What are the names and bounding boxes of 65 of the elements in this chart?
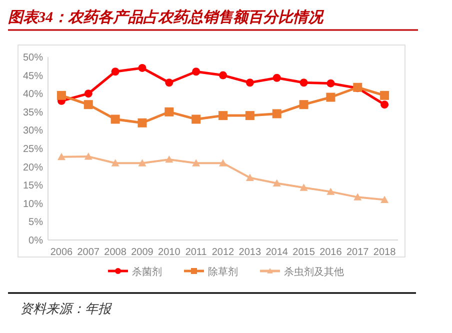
y-tick-label: 30% bbox=[22, 126, 44, 137]
y-tick-label: 40% bbox=[22, 89, 44, 100]
x-tick-label: 2010 bbox=[158, 247, 181, 258]
point bbox=[326, 79, 335, 88]
x-tick-label: 2013 bbox=[238, 247, 262, 258]
x-tick-label: 2015 bbox=[292, 247, 316, 258]
y-tick-label: 50% bbox=[22, 52, 44, 64]
y-tick-label: 20% bbox=[22, 162, 44, 174]
x-tick-label: 2006 bbox=[50, 247, 74, 258]
y-tick-label: 10% bbox=[22, 198, 44, 210]
point bbox=[138, 118, 147, 128]
legend-label: 除草剂 bbox=[208, 266, 238, 278]
point bbox=[111, 159, 120, 166]
legend-label: 杀虫剂及其他 bbox=[284, 266, 344, 278]
x-tick-label: 2008 bbox=[104, 247, 127, 258]
point bbox=[299, 100, 308, 110]
point bbox=[380, 100, 389, 109]
text: 资料来源：年报 bbox=[20, 301, 113, 316]
point bbox=[138, 64, 146, 72]
point bbox=[84, 100, 93, 110]
point bbox=[84, 90, 92, 98]
point bbox=[218, 111, 228, 120]
chart-title: 图表34：农药各产品占农药总销售额百分比情况 bbox=[8, 8, 325, 26]
point bbox=[192, 68, 200, 76]
point bbox=[380, 90, 390, 100]
y-tick-label: 25% bbox=[22, 144, 44, 155]
x-tick-label: 2007 bbox=[77, 247, 100, 258]
x-tick-label: 2011 bbox=[185, 247, 208, 258]
point bbox=[192, 159, 200, 166]
x-tick-label: 2016 bbox=[320, 247, 342, 258]
point bbox=[326, 92, 336, 102]
point bbox=[300, 184, 308, 191]
point bbox=[111, 68, 120, 76]
point bbox=[192, 114, 201, 124]
point bbox=[165, 155, 174, 163]
point bbox=[354, 193, 362, 200]
point bbox=[110, 114, 120, 124]
x-tick-label: 2009 bbox=[131, 247, 154, 258]
x-tick-label: 2017 bbox=[346, 247, 370, 258]
x-tick-label: 2014 bbox=[266, 247, 288, 258]
point bbox=[165, 78, 174, 87]
point bbox=[300, 78, 308, 87]
point bbox=[272, 74, 281, 82]
point bbox=[380, 196, 389, 203]
y-tick-label: 5% bbox=[28, 217, 44, 228]
point bbox=[164, 107, 174, 116]
y-tick-label: 35% bbox=[22, 107, 44, 118]
y-tick-label: 15% bbox=[22, 180, 44, 192]
point bbox=[57, 152, 66, 160]
point bbox=[272, 179, 281, 186]
legend-label: 杀菌剂 bbox=[132, 266, 162, 278]
x-tick-label: 2018 bbox=[373, 247, 396, 258]
point bbox=[219, 159, 227, 166]
y-tick-label: 0% bbox=[28, 236, 44, 246]
point bbox=[246, 78, 254, 87]
point bbox=[245, 111, 254, 120]
point bbox=[246, 174, 254, 181]
point bbox=[219, 71, 227, 80]
point bbox=[272, 109, 282, 118]
x-tick-label: 2012 bbox=[212, 247, 235, 258]
point bbox=[84, 152, 92, 160]
point bbox=[56, 90, 66, 100]
y-tick-label: 45% bbox=[22, 70, 44, 82]
point bbox=[326, 188, 335, 195]
point bbox=[138, 159, 146, 166]
